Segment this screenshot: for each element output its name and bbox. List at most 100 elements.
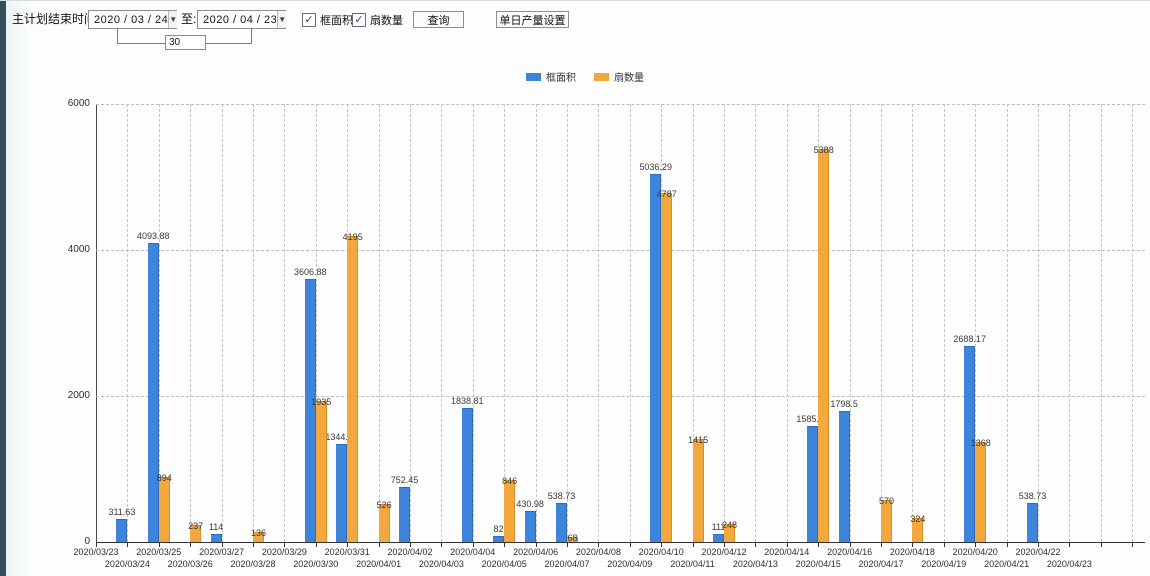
bar-扇数量 [158, 477, 170, 542]
bar-扇数量 [253, 532, 264, 542]
bar-框面积 [210, 534, 222, 542]
x-axis-label: 2020/04/10 [638, 547, 684, 557]
frame-area-checkbox[interactable]: ✓ 框面积 [302, 12, 353, 28]
legend-swatch-blue [526, 72, 541, 81]
date-from-picker[interactable]: 2020 / 03 / 24 ▼ [88, 10, 178, 29]
checkbox-checked-icon[interactable]: ✓ [352, 13, 366, 27]
x-axis-tick [912, 543, 914, 547]
x-axis-tick [221, 543, 223, 547]
checkbox-checked-icon[interactable]: ✓ [302, 13, 316, 27]
x-axis-tick [849, 543, 851, 547]
x-axis-tick [943, 543, 945, 547]
gridline-vertical [410, 104, 411, 542]
bar-value-label: 111 [711, 522, 726, 532]
x-axis-label: 2020/03/26 [167, 559, 213, 569]
gridline-vertical [284, 104, 286, 542]
x-axis-label: 2020/04/02 [387, 547, 433, 557]
date-to-picker[interactable]: 2020 / 04 / 23 ▼ [197, 10, 287, 29]
bar-扇数量 [975, 442, 987, 542]
gridline-vertical [127, 104, 129, 542]
bar-扇数量 [190, 525, 202, 542]
gridline-vertical [629, 104, 631, 542]
bar-value-label: 1368 [970, 438, 991, 448]
x-axis-label: 2020/03/31 [324, 547, 370, 557]
x-axis-tick [975, 543, 977, 547]
x-axis-tick [378, 543, 380, 547]
bar-扇数量 [347, 236, 359, 542]
bar-扇数量 [378, 504, 390, 542]
x-axis-tick [190, 543, 192, 547]
y-axis-label: 6000 [67, 98, 90, 109]
x-axis-label: 2020/04/23 [1046, 559, 1092, 569]
gridline-vertical [692, 104, 694, 542]
x-axis-label: 2020/04/18 [889, 547, 935, 557]
bar-扇数量 [567, 537, 578, 542]
bar-框面积 [399, 487, 410, 542]
gridline-vertical [378, 104, 380, 542]
bar-value-label: 2688.17 [953, 334, 986, 344]
interval-days-input[interactable]: 30 [165, 35, 206, 50]
date-from-value: 2020 / 03 / 24 [94, 13, 169, 26]
bar-value-label: 1838.81 [451, 396, 484, 406]
bar-框面积 [336, 444, 348, 542]
x-axis-tick [253, 543, 254, 547]
bar-value-label: 1585.96 [796, 414, 829, 424]
to-label: 至: [181, 12, 197, 26]
x-axis-tick [472, 543, 474, 547]
daily-output-settings-button[interactable]: 单日产量设置 [496, 11, 569, 28]
bar-框面积 [493, 536, 505, 542]
x-axis-label: 2020/03/27 [199, 547, 245, 557]
y-axis-label: 2000 [67, 390, 90, 401]
bar-value-label: 430.98 [516, 499, 544, 509]
bar-value-label: 5036.29 [639, 162, 672, 172]
x-axis-label: 2020/04/22 [1015, 547, 1061, 557]
bar-value-label: 538.73 [1018, 491, 1047, 501]
bar-框面积 [1027, 503, 1038, 542]
gridline-vertical [943, 104, 945, 542]
gridline-vertical [158, 104, 160, 542]
bar-value-label: 311.63 [108, 507, 136, 517]
query-button[interactable]: 查询 [413, 11, 464, 28]
bar-扇数量 [692, 439, 704, 542]
x-axis-tick [158, 543, 160, 547]
gridline-vertical [1069, 104, 1071, 542]
connector-line [251, 28, 252, 43]
y-axis-line [96, 104, 97, 543]
legend-swatch-orange [594, 72, 609, 81]
x-axis-label: 2020/04/09 [607, 559, 653, 569]
bar-value-label: 538.73 [547, 491, 576, 501]
y-axis-label: 4000 [67, 244, 90, 255]
x-axis-tick [127, 543, 129, 547]
gridline-vertical [849, 104, 851, 542]
x-axis-tick [410, 543, 411, 547]
bar-value-label: 248 [721, 520, 738, 530]
bar-value-label: 237 [188, 521, 204, 531]
x-axis-tick [1069, 543, 1071, 547]
gridline-vertical [755, 104, 757, 542]
bar-框面积 [524, 511, 536, 542]
collapsed-side-panel[interactable] [0, 1, 6, 576]
fan-count-checkbox[interactable]: ✓ 扇数量 [352, 12, 403, 28]
x-axis-tick [441, 543, 443, 547]
x-axis-label: 2020/03/30 [293, 559, 339, 569]
x-axis-label: 2020/03/25 [136, 547, 182, 557]
x-axis-label: 2020/03/23 [73, 547, 119, 557]
bar-value-label: 1935 [311, 397, 332, 407]
legend-item-fan-count: 扇数量 [594, 69, 644, 84]
gridline-vertical [975, 104, 977, 542]
x-axis-label: 2020/04/01 [356, 559, 402, 569]
gridline-vertical [315, 104, 317, 542]
bar-value-label: 3606.88 [294, 267, 327, 277]
date-to-value: 2020 / 04 / 23 [203, 13, 278, 26]
bar-value-label: 1344.95 [325, 432, 358, 442]
chevron-down-icon[interactable]: ▼ [168, 11, 178, 28]
plot-area: 2020/03/23 2020/03/24 2020/03/25 2020/03/26… [73, 104, 1145, 569]
x-axis-tick [818, 543, 820, 547]
chevron-down-icon[interactable]: ▼ [277, 11, 287, 28]
frame-area-checkbox-label: 框面积 [320, 15, 353, 27]
gridline-vertical [535, 104, 537, 542]
gridline-horizontal [96, 250, 1145, 251]
bar-value-label: 5388 [813, 145, 834, 155]
x-axis-label: 2020/03/24 [104, 559, 150, 569]
fan-count-checkbox-label: 扇数量 [370, 15, 403, 27]
